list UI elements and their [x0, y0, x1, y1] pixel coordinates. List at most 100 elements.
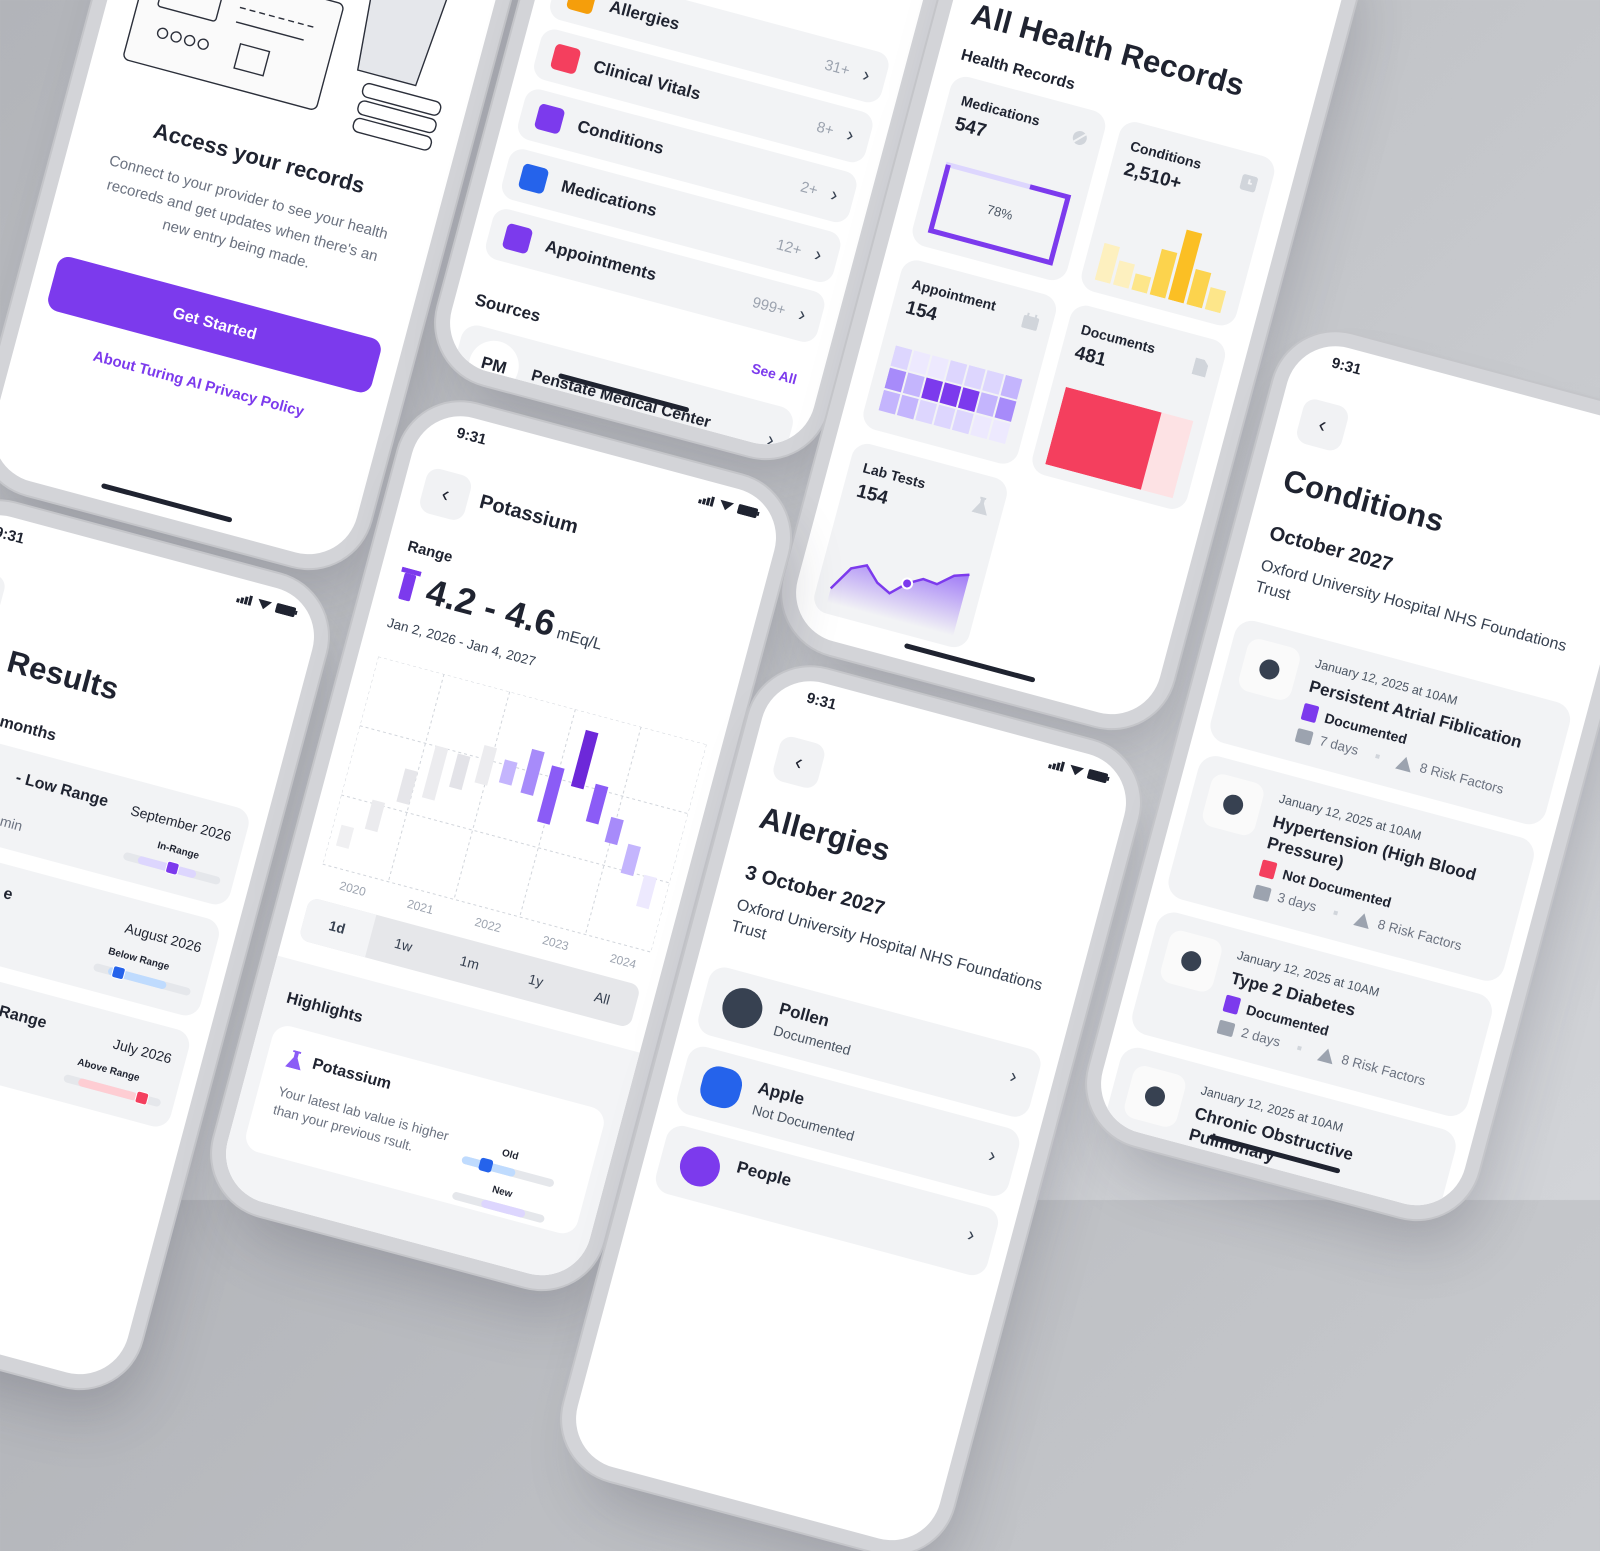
category-count: 2+ [798, 177, 820, 199]
get-started-label: Get Started [170, 304, 259, 344]
back-button[interactable]: ‹ [1294, 396, 1351, 454]
home-indicator [903, 642, 1036, 683]
status-icons [1047, 758, 1110, 784]
tab-1m[interactable]: 1m [458, 952, 482, 973]
onboarding-screen: Access your records Connect to your prov… [0, 0, 555, 566]
documents-fill-chart [1045, 386, 1194, 499]
heatmap-cell [908, 350, 931, 376]
condition-bar [1186, 268, 1212, 309]
tab-1w[interactable]: 1w [392, 934, 415, 955]
new-label: New [490, 1184, 514, 1201]
condition-icon-box [1200, 771, 1267, 838]
battery-icon [275, 603, 298, 618]
heatmap-cell [933, 404, 956, 430]
year-tick-label: 2020 [338, 879, 368, 900]
heatmap-cell [945, 360, 968, 385]
chart-bar [636, 874, 657, 910]
back-button[interactable]: ‹ [770, 734, 828, 791]
chart-bar [620, 843, 641, 877]
potassium-chart: 2020 2021 2022 2023 2024 [322, 656, 707, 972]
source-avatar: PM [463, 335, 525, 397]
grid-line [378, 656, 707, 745]
chevron-right-icon: › [860, 63, 873, 87]
clock-icon [1239, 174, 1258, 193]
calendar-icon [1021, 312, 1040, 331]
year-tick-label: 2023 [541, 933, 571, 954]
condition-icon-box [1236, 636, 1303, 703]
stethoscope-icon [533, 102, 566, 135]
chart-bar [585, 783, 609, 825]
health-records-screen: All Health Records Health Records Medica… [784, 0, 1358, 726]
chart-bar [537, 765, 565, 825]
heatmap-cell [951, 409, 974, 435]
status-time: 9:31 [804, 689, 839, 714]
condition-bar [1149, 248, 1178, 299]
sources-heading: Sources [472, 290, 543, 326]
pill-icon [1072, 130, 1087, 145]
document-icon [1191, 357, 1209, 378]
condition-icon-box [1121, 1063, 1189, 1130]
status-icons [697, 493, 760, 519]
heatmap-cell [927, 355, 949, 380]
separator-dot [1296, 1045, 1302, 1051]
tab-1d[interactable]: 1d [298, 896, 377, 958]
grid-line [453, 691, 511, 900]
back-button[interactable]: ‹ [0, 566, 8, 623]
range-marker [133, 1090, 150, 1106]
appointment-card[interactable]: Appointment 154 [859, 256, 1060, 468]
result-title: - Low Range [13, 769, 111, 811]
lab-tests-sparkline [826, 564, 970, 637]
chart-bar [498, 759, 518, 786]
see-all-link[interactable]: See All [749, 359, 799, 388]
allergy-icon [565, 0, 598, 15]
records-illustration [123, 0, 458, 151]
chevron-right-icon: › [844, 123, 857, 147]
condition-bar [1168, 229, 1203, 304]
status-time: 9:31 [0, 523, 27, 548]
result-date: August 2026 [123, 919, 204, 956]
vitals-icon [549, 43, 582, 75]
chart-bar [604, 816, 624, 846]
warning-icon [1394, 754, 1415, 772]
category-count: 31+ [822, 56, 852, 80]
lab-tests-card[interactable]: Lab Tests 154 [810, 440, 1011, 651]
signal-icon [1047, 761, 1066, 772]
result-title: Range [0, 1002, 49, 1032]
heatmap-cell [976, 392, 999, 417]
wifi-icon [720, 499, 735, 511]
medications-card[interactable]: Medications 547 78% [908, 73, 1109, 284]
bone-icon [1142, 1084, 1168, 1109]
sparkline-point [901, 577, 914, 590]
documents-card[interactable]: Documents 481 [1028, 302, 1229, 513]
duration: 2 days [1239, 1024, 1282, 1050]
status-time: 9:31 [1329, 354, 1364, 379]
period-label: months [0, 713, 58, 745]
status-icons [235, 592, 298, 618]
grid-line [650, 744, 707, 953]
highlight-card[interactable]: Potassium Your latest lab value is highe… [242, 1022, 608, 1237]
heatmap-cell [994, 397, 1017, 422]
calendar-icon [1294, 727, 1314, 746]
conditions-card[interactable]: Conditions 2,510+ [1078, 118, 1278, 330]
pill-bottle-icon [517, 162, 550, 195]
range-unit: mEq/L [554, 625, 604, 654]
chevron-right-icon: › [986, 1144, 999, 1168]
heatmap-cell [890, 345, 913, 371]
grid-line [322, 863, 652, 953]
separator-dot [1375, 753, 1380, 759]
heatmap-cell [878, 389, 901, 415]
back-button[interactable]: ‹ [417, 466, 474, 523]
source-initials: PM [479, 352, 509, 378]
tab-1y[interactable]: 1y [526, 970, 546, 990]
battery-icon [1087, 769, 1110, 784]
heatmap-cell [957, 387, 980, 412]
tab-all[interactable]: All [592, 988, 612, 1008]
result-range-bar [122, 851, 222, 886]
chevron-right-icon: › [828, 183, 841, 207]
chart-bar [335, 824, 355, 849]
x-mark-icon [1258, 859, 1278, 880]
progress-fill [927, 161, 1072, 266]
chevron-right-icon: › [965, 1223, 978, 1247]
chart-bar [474, 745, 498, 786]
